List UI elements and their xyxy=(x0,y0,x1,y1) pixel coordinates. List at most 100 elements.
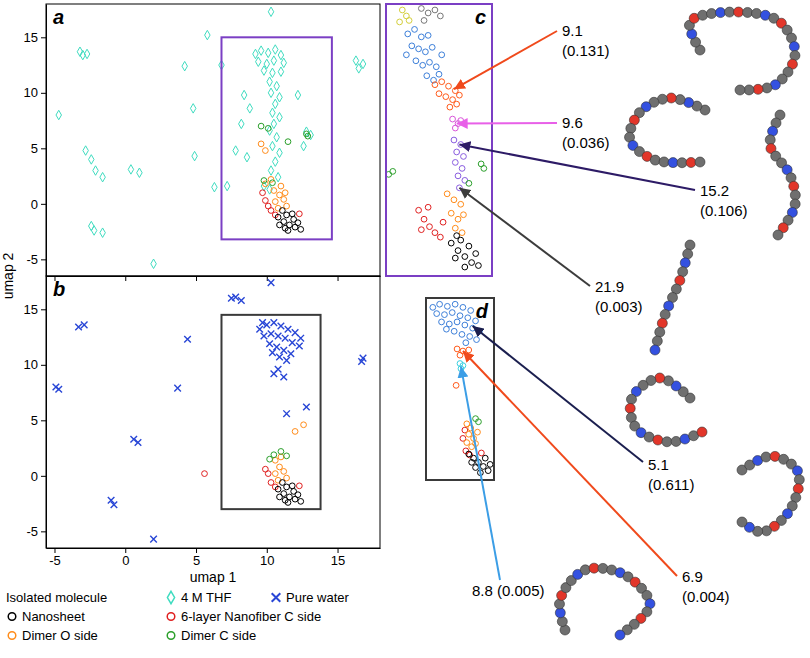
point xyxy=(280,347,287,354)
tick-label: 0 xyxy=(122,553,129,568)
point xyxy=(280,374,287,381)
point xyxy=(271,119,276,128)
point xyxy=(430,304,436,310)
atom xyxy=(659,157,669,167)
points xyxy=(430,301,493,475)
point xyxy=(450,116,456,122)
point xyxy=(466,347,472,353)
arrow xyxy=(454,31,557,89)
point xyxy=(436,71,442,77)
point xyxy=(128,165,133,174)
point xyxy=(432,230,438,236)
tick-mark xyxy=(41,259,46,260)
panel-letter: b xyxy=(53,278,65,300)
point xyxy=(475,429,481,435)
point xyxy=(271,188,277,194)
annotation: 9.6 xyxy=(562,114,583,131)
atom xyxy=(683,249,693,259)
atom xyxy=(589,563,599,573)
atom xyxy=(650,345,660,355)
point xyxy=(267,77,272,86)
atom xyxy=(653,435,663,445)
point xyxy=(468,308,474,314)
point xyxy=(433,64,439,70)
point xyxy=(425,204,431,210)
tick-label: 0 xyxy=(31,468,38,483)
point xyxy=(466,180,472,186)
point xyxy=(270,180,276,186)
tick: 15 xyxy=(24,30,46,45)
panel-frame xyxy=(46,4,380,276)
atom xyxy=(677,158,687,168)
points xyxy=(386,6,487,270)
arrow xyxy=(463,351,677,576)
point xyxy=(297,335,304,342)
point xyxy=(253,49,258,58)
point xyxy=(437,234,443,240)
annotation: 21.9 xyxy=(595,278,624,295)
legend-marker xyxy=(8,632,16,640)
point xyxy=(418,6,424,12)
point xyxy=(451,197,457,203)
point xyxy=(459,166,465,172)
point xyxy=(452,160,458,166)
point xyxy=(174,385,181,392)
tick: 10 xyxy=(24,85,46,100)
molecule xyxy=(625,373,707,447)
point xyxy=(84,49,89,58)
panel: d xyxy=(426,298,494,480)
point xyxy=(469,444,475,450)
point xyxy=(461,212,467,218)
point xyxy=(296,343,303,350)
point xyxy=(182,61,187,70)
atom xyxy=(789,42,799,52)
point xyxy=(298,226,304,232)
point xyxy=(463,340,469,346)
point xyxy=(270,141,275,150)
atom xyxy=(678,267,688,277)
atom xyxy=(743,7,753,17)
tick-label: 15 xyxy=(24,302,38,317)
tick: -5 xyxy=(26,524,46,539)
point xyxy=(277,112,282,121)
annotation: (0.003) xyxy=(595,298,643,315)
point xyxy=(443,94,449,100)
tick-mark xyxy=(41,93,46,94)
tick-label: 0 xyxy=(31,196,38,211)
point xyxy=(413,58,419,64)
point xyxy=(262,466,268,472)
point xyxy=(462,322,468,328)
point xyxy=(455,216,461,222)
point xyxy=(447,104,453,110)
point xyxy=(439,79,445,85)
point xyxy=(262,198,268,204)
atom xyxy=(790,190,800,200)
atom xyxy=(792,466,802,476)
atom xyxy=(695,157,705,167)
point xyxy=(91,226,96,235)
legend-marker xyxy=(167,591,174,603)
panel-letter: a xyxy=(53,6,64,28)
tick-mark xyxy=(41,309,46,310)
panel-letter: c xyxy=(475,6,486,28)
point xyxy=(268,7,273,16)
point xyxy=(451,328,457,334)
x-axis: -5051015 xyxy=(47,548,381,568)
point xyxy=(406,18,412,24)
tick-label: -5 xyxy=(26,524,38,539)
molecule xyxy=(625,93,710,168)
point xyxy=(111,501,118,508)
point xyxy=(425,33,431,39)
legend-marker xyxy=(167,613,175,621)
atom xyxy=(793,484,803,494)
panel: -5051015a xyxy=(24,4,381,281)
atom xyxy=(660,309,670,319)
annotation: 9.1 xyxy=(562,22,583,39)
point xyxy=(275,214,281,220)
point xyxy=(100,228,105,237)
tick: 5 xyxy=(193,548,200,568)
point xyxy=(296,211,302,217)
point xyxy=(275,333,282,340)
legend-entry: Dimer C side xyxy=(167,628,256,643)
atom xyxy=(657,318,667,328)
